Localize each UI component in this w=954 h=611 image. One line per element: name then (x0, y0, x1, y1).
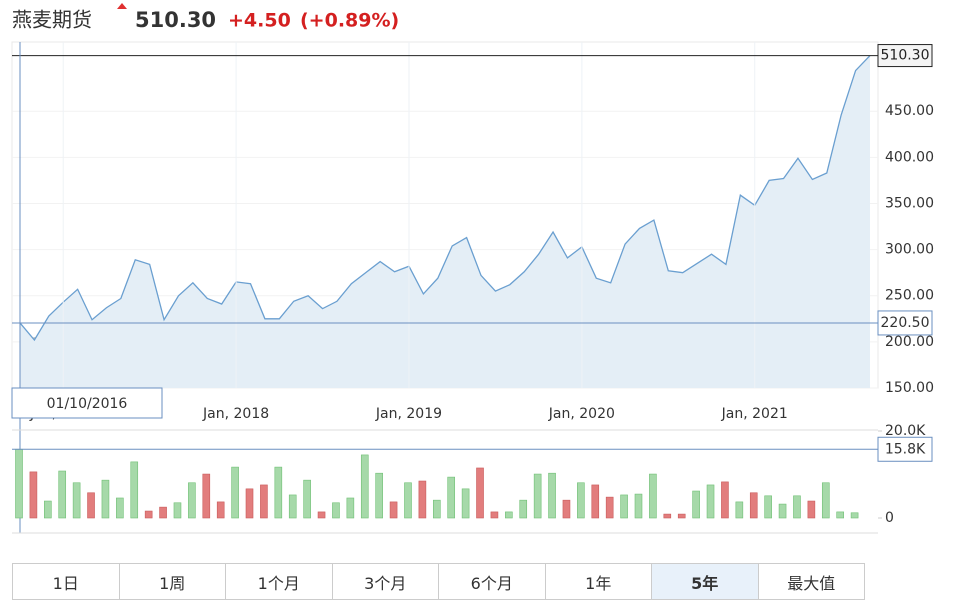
volume-bar (432, 499, 441, 519)
volume-bar (317, 511, 326, 519)
y-tick-label: 300.00 (885, 242, 934, 258)
volume-bar (620, 494, 628, 519)
volume-bar (360, 454, 369, 519)
volume-bar (130, 461, 139, 519)
volume-bar (836, 511, 844, 519)
volume-bar (29, 471, 38, 519)
volume-bar (692, 490, 700, 519)
volume-bar (87, 492, 95, 519)
volume-bar (505, 511, 513, 519)
y-tick-label: 150.00 (885, 380, 934, 396)
volume-bar (303, 479, 311, 519)
volume-bar (274, 466, 283, 519)
x-tick-label: Jan, 2018 (202, 406, 269, 422)
volume-bar (15, 448, 23, 519)
range-button[interactable]: 1个月 (226, 564, 333, 599)
volume-bar (188, 482, 196, 519)
volume-bar (332, 502, 340, 519)
range-button[interactable]: 1日 (13, 564, 120, 599)
volume-bar (677, 513, 686, 519)
crosshair-value: 220.50 (881, 315, 930, 331)
volume-bar (577, 482, 585, 519)
range-button[interactable]: 1年 (546, 564, 652, 599)
range-button[interactable]: 6个月 (439, 564, 546, 599)
volume-bar (764, 495, 772, 519)
volume-bar (245, 488, 254, 519)
volume-bar (562, 499, 571, 519)
volume-bar (490, 511, 499, 519)
range-button[interactable]: 1周 (120, 564, 226, 599)
change: +4.50 (228, 10, 291, 32)
volume-bar (749, 492, 758, 519)
volume-bar (216, 501, 225, 519)
volume-bar (461, 488, 470, 519)
price-line (19, 55, 871, 342)
y-tick-label: 250.00 (885, 288, 934, 304)
volume-bar (101, 479, 110, 519)
volume-bar (548, 472, 556, 519)
volume-bar (404, 482, 412, 519)
volume-bar (375, 472, 383, 519)
volume-bar (144, 510, 153, 519)
volume-crosshair-box (877, 436, 933, 462)
price: 510.30 (135, 8, 216, 32)
crosshair-date: 01/10/2016 (47, 396, 128, 412)
volume-bar (850, 512, 859, 519)
volume-crosshair-value: 15.8K (885, 441, 926, 457)
volume-bar (260, 484, 268, 519)
range-selector: 1日 1周 1个月 3个月 6个月 1年 5年 最大值 (12, 563, 865, 600)
volume-bar (159, 506, 167, 519)
y-tick-label: 400.00 (885, 149, 934, 165)
y-tick-label: 200.00 (885, 334, 934, 350)
volume-bar (821, 482, 830, 519)
volume-bar (476, 467, 484, 519)
volume-bar (72, 482, 81, 519)
volume-bar (721, 481, 729, 519)
y-tick-label: 20.0K (885, 423, 926, 439)
last-price-box (877, 44, 933, 68)
volume-bar (519, 499, 528, 519)
y-tick-label: 0 (885, 510, 894, 526)
volume-bar (605, 496, 614, 519)
volume-bar (591, 484, 600, 519)
volume-bar (202, 473, 211, 519)
volume-bar (288, 494, 297, 519)
x-tick-label: Jan, 2021 (721, 406, 788, 422)
y-tick-label: 350.00 (885, 195, 934, 211)
volume-bar (173, 502, 182, 519)
volume-bar (778, 503, 787, 519)
volume-bar (231, 466, 239, 519)
x-tick-label: Jan, 2019 (375, 406, 442, 422)
volume-bar (807, 500, 816, 519)
volume-bar (58, 470, 67, 519)
volume-bar (447, 476, 456, 519)
area-fill (20, 55, 870, 388)
range-button[interactable]: 5年 (652, 564, 759, 599)
volume-bar (706, 484, 715, 519)
chart: 燕麦期货 510.30 +4.50 (+0.89%) 150.00 200.00 2… (11, 3, 934, 534)
volume-bar (793, 495, 801, 519)
x-tick-label: Jan, 2020 (548, 406, 615, 422)
range-button[interactable]: 最大值 (787, 573, 836, 593)
volume-bar (663, 513, 672, 519)
volume-bar (735, 501, 744, 519)
volume-bar (649, 473, 657, 519)
volume-bar (346, 497, 355, 519)
volume-bar (389, 501, 398, 519)
crosshair-date-box (11, 387, 163, 419)
last-price-label: 510.30 (881, 48, 930, 64)
y-tick-label: 450.00 (885, 103, 934, 119)
instrument-title: 燕麦期货 (12, 8, 92, 32)
crosshair-box (877, 310, 933, 336)
range-button[interactable]: 3个月 (333, 564, 439, 599)
volume-bar (418, 480, 427, 519)
volume-bar (634, 493, 643, 519)
change-pct: (+0.89%) (300, 10, 399, 32)
volume-bar (533, 473, 542, 519)
up-arrow (117, 3, 127, 9)
volume-bar (44, 500, 52, 519)
volume-bar (116, 497, 124, 519)
